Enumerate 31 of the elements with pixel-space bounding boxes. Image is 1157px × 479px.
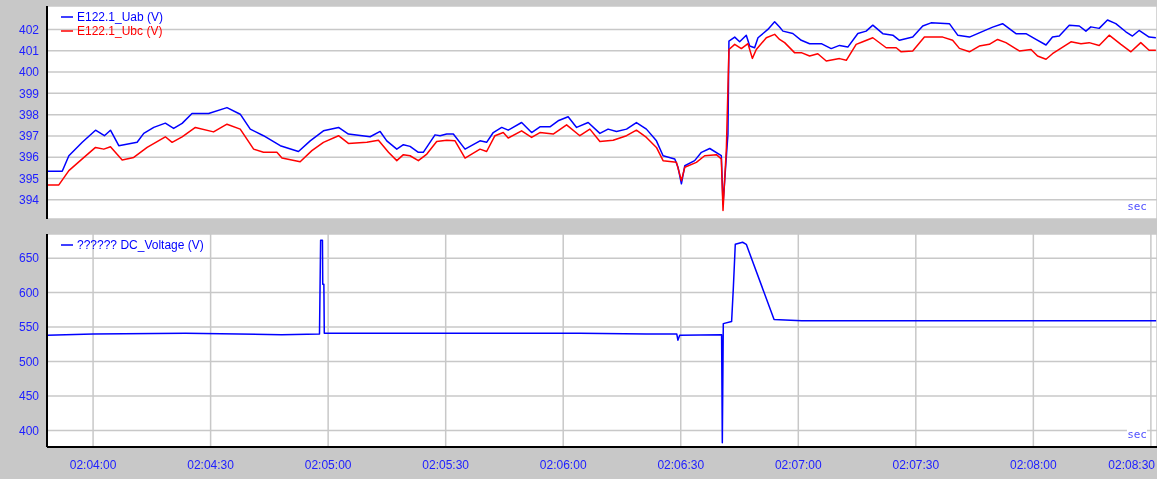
legend-label: ?????? DC_Voltage (V) (77, 238, 204, 252)
y-tick-label: 396 (18, 150, 40, 165)
y-tick-label: 397 (18, 129, 40, 144)
x-tick-label: 02:07:00 (774, 458, 822, 472)
y-tick-label: 402 (18, 22, 40, 37)
y-tick-label: 394 (18, 193, 40, 208)
y-tick-label: 650 (18, 251, 40, 266)
x-tick-label: 02:08:30 (1108, 458, 1156, 472)
legend-label: E122.1_Uab (V) (77, 10, 164, 24)
x-tick-label: 02:08:00 (1009, 458, 1058, 472)
x-tick-label: 02:06:30 (657, 458, 705, 472)
legend-label: E122.1_Ubc (V) (77, 24, 163, 38)
x-tick-label: 02:05:00 (304, 458, 352, 472)
annotation: sec (1127, 200, 1147, 213)
x-tick-label: 02:05:30 (422, 458, 470, 472)
x-tick-label: 02:04:30 (187, 458, 235, 472)
y-tick-label: 400 (18, 423, 40, 438)
y-tick-label: 399 (18, 86, 40, 101)
y-tick-label: 400 (18, 65, 40, 80)
y-tick-label: 395 (18, 171, 40, 186)
y-tick-label: 401 (18, 43, 40, 58)
x-tick-label: 02:06:00 (539, 458, 587, 472)
y-tick-label: 600 (18, 285, 40, 300)
x-tick-label: 02:04:00 (69, 458, 117, 472)
y-tick-label: 450 (18, 389, 40, 404)
y-tick-label: 550 (18, 320, 40, 335)
annotation: sec (1127, 428, 1147, 441)
y-tick-label: 500 (18, 354, 40, 369)
x-tick-label: 02:07:30 (892, 458, 940, 472)
line-series (47, 239, 1157, 444)
y-tick-label: 398 (18, 107, 40, 122)
